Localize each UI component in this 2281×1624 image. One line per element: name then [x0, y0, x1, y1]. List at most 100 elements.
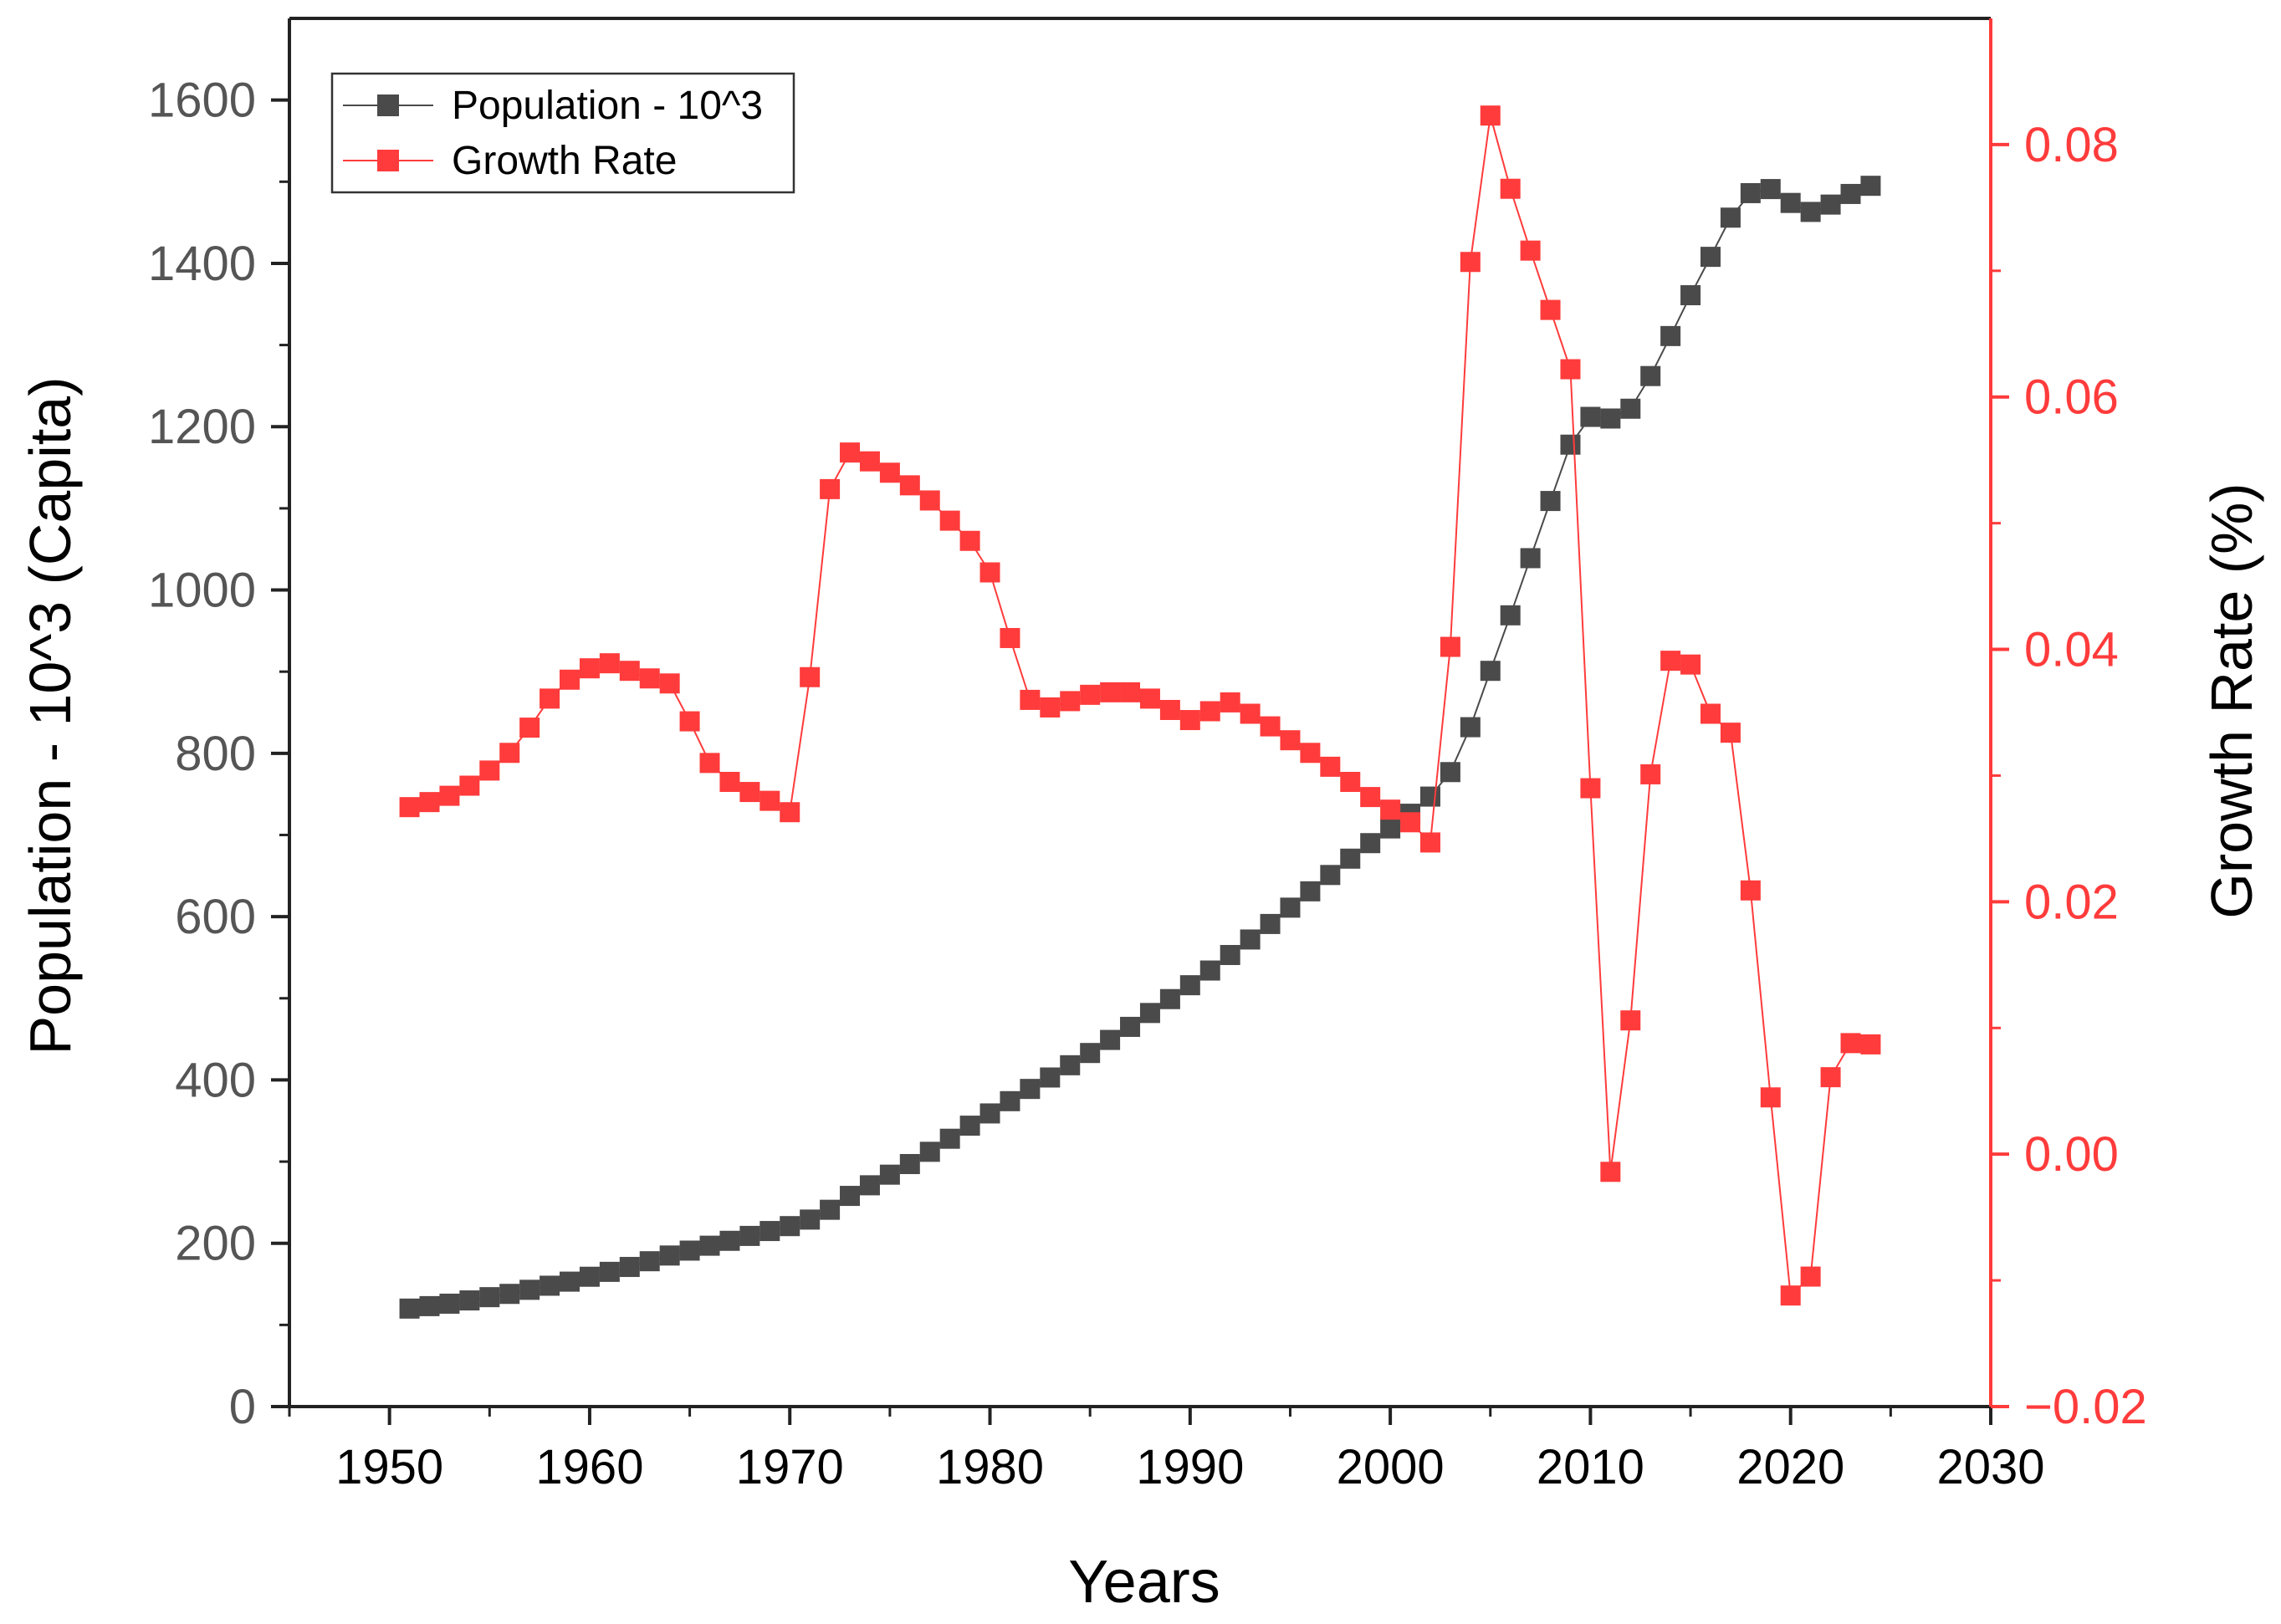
growth-rate-point — [1740, 880, 1761, 901]
growth-rate-point — [919, 490, 940, 511]
y-left-tick-label: 600 — [175, 890, 256, 944]
y-left-tick-label: 1000 — [148, 564, 256, 618]
x-tick-label: 2010 — [1537, 1440, 1644, 1494]
growth-rate-series — [399, 105, 1881, 1306]
population-point — [780, 1216, 800, 1237]
growth-rate-point — [1280, 730, 1301, 751]
population-point — [639, 1251, 660, 1272]
population-point — [1440, 762, 1460, 783]
growth-rate-point — [1040, 697, 1061, 718]
population-point — [1139, 1003, 1160, 1024]
growth-rate-point — [840, 442, 861, 463]
growth-rate-point — [1340, 772, 1361, 792]
growth-rate-point — [1720, 723, 1741, 743]
growth-rate-point — [1159, 699, 1180, 720]
population-point — [1060, 1055, 1081, 1075]
growth-rate-point — [1400, 812, 1421, 833]
growth-rate-point — [859, 451, 880, 472]
growth-rate-point — [479, 760, 500, 781]
legend-population-label: Population - 10^3 — [452, 84, 763, 128]
population-point — [979, 1103, 1000, 1124]
y-right-tick-label: −0.02 — [2024, 1380, 2147, 1434]
population-point — [1240, 929, 1261, 950]
population-point — [659, 1245, 680, 1266]
population-point — [579, 1266, 600, 1287]
population-point — [459, 1290, 480, 1311]
population-point — [1419, 786, 1440, 807]
growth-rate-point — [1840, 1033, 1861, 1054]
population-point — [1840, 183, 1861, 204]
growth-rate-point — [1680, 654, 1701, 675]
growth-rate-point — [499, 743, 520, 763]
population-point — [619, 1257, 640, 1278]
legend-population-marker — [377, 94, 399, 116]
y-left-tick-label: 400 — [175, 1053, 256, 1107]
x-tick-label: 1970 — [736, 1440, 844, 1494]
growth-rate-point — [1860, 1034, 1881, 1055]
growth-rate-point — [1540, 299, 1561, 320]
population-point — [699, 1235, 720, 1256]
growth-rate-point — [879, 462, 900, 483]
population-point — [899, 1153, 920, 1174]
population-point — [1800, 202, 1821, 222]
growth-rate-point — [719, 772, 740, 792]
population-point — [1860, 176, 1881, 197]
y-left-tick-label: 0 — [229, 1380, 256, 1434]
growth-rate-point — [1419, 832, 1440, 853]
population-point — [1380, 818, 1401, 839]
population-point — [1020, 1079, 1041, 1100]
y-left-tick-label: 1200 — [148, 400, 256, 454]
population-point — [1260, 913, 1281, 934]
growth-rate-point — [1220, 692, 1240, 712]
growth-rate-point — [639, 668, 660, 689]
y-right-tick-label: 0.04 — [2024, 623, 2119, 677]
population-point — [1660, 325, 1681, 346]
growth-rate-point — [1440, 636, 1460, 657]
population-point — [1120, 1016, 1141, 1037]
population-point — [1760, 179, 1781, 200]
population-point — [820, 1199, 841, 1220]
growth-rate-point — [1080, 684, 1101, 705]
population-point — [1500, 605, 1521, 626]
growth-rate-point — [1240, 703, 1261, 724]
x-axis-label: Years — [1068, 1549, 1220, 1616]
growth-rate-point — [1060, 691, 1081, 712]
growth-rate-point — [759, 790, 780, 811]
population-point — [1080, 1043, 1101, 1064]
population-point — [479, 1287, 500, 1308]
growth-rate-point — [1000, 627, 1020, 648]
population-point — [1520, 548, 1541, 569]
growth-rate-point — [1100, 682, 1121, 702]
legend-growth-marker — [377, 150, 399, 171]
growth-rate-point — [679, 711, 700, 732]
population-point — [1820, 194, 1841, 215]
growth-rate-point — [1500, 178, 1521, 199]
population-point — [1780, 192, 1801, 213]
growth-rate-point — [1520, 240, 1541, 261]
population-point — [1480, 661, 1501, 682]
y-right-tick-label: 0.02 — [2024, 875, 2119, 929]
growth-rate-point — [1640, 763, 1661, 784]
growth-rate-point — [1320, 756, 1341, 777]
population-point — [1199, 960, 1220, 981]
growth-rate-point — [1179, 710, 1200, 731]
growth-rate-point — [599, 653, 620, 674]
growth-rate-point — [1120, 682, 1141, 702]
y-right-axis-label: Growth Rate (%) — [2199, 483, 2264, 918]
growth-rate-point — [820, 478, 841, 499]
growth-rate-point — [1020, 689, 1041, 710]
population-point — [1159, 988, 1180, 1009]
y-left-tick-label: 800 — [175, 727, 256, 781]
population-point — [1720, 207, 1741, 228]
x-tick-label: 2000 — [1337, 1440, 1445, 1494]
growth-rate-point — [1560, 359, 1581, 380]
legend-growth-label: Growth Rate — [452, 139, 677, 183]
population-point — [599, 1261, 620, 1282]
y-left-tick-label: 200 — [175, 1217, 256, 1271]
growth-rate-point — [899, 475, 920, 496]
population-point — [1280, 897, 1301, 918]
growth-rate-point — [1360, 787, 1381, 808]
y-left-tick-label: 1400 — [148, 237, 256, 291]
growth-rate-point — [1580, 778, 1601, 799]
